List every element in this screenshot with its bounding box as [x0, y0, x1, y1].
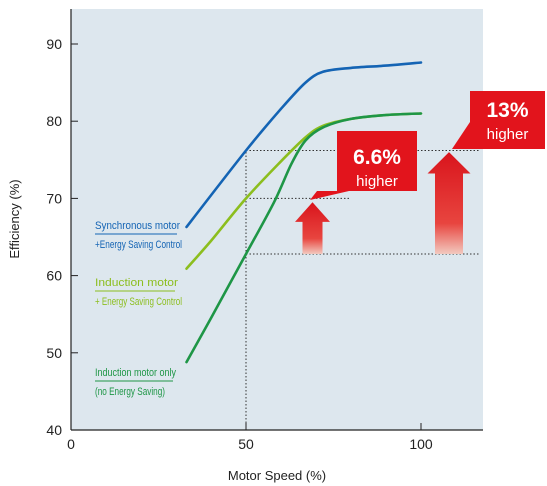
callout-caption: higher [487, 126, 529, 143]
series-label-line-2: (no Energy Saving) [95, 386, 165, 398]
x-tick-label: 0 [67, 436, 75, 452]
plot-background [71, 9, 483, 430]
series-layer [185, 61, 423, 364]
axes: 40 50 60 70 80 90 0 50 100 [46, 9, 483, 452]
y-tick-label: 60 [46, 268, 62, 284]
x-tick-label: 100 [409, 436, 433, 452]
induction-motor-only-series [185, 112, 423, 364]
increase-arrow-icon [295, 202, 330, 254]
callouts: 6.6% higher 13% higher [295, 91, 545, 254]
y-tick-label: 50 [46, 345, 62, 361]
y-tick-label: 80 [46, 113, 62, 129]
callout-value: 13% [486, 99, 528, 122]
callout-pointer [310, 191, 349, 200]
series-label-line-2: + Energy Saving Control [95, 296, 182, 308]
series-label-2: Induction motor only (no Energy Saving) [95, 367, 176, 398]
series-labels: Synchronous motor +Energy Saving Control I… [95, 220, 182, 398]
x-axis-title: Motor Speed (%) [228, 468, 326, 483]
callout-box [470, 91, 545, 149]
callout-pointer [452, 122, 470, 149]
y-axis-title: Efficiency (%) [7, 179, 22, 258]
series-label-line-1: Synchronous motor [95, 220, 180, 232]
callout-box [337, 131, 417, 191]
y-tick-label: 40 [46, 422, 62, 438]
series-label-line-1: Induction motor only [95, 367, 176, 379]
series-label-1: Induction motor + Energy Saving Control [95, 277, 182, 308]
callout-caption: higher [356, 173, 398, 190]
callout-value: 6.6% [353, 146, 401, 169]
series-label-line-1: Induction motor [95, 277, 178, 289]
x-tick-label: 50 [238, 436, 254, 452]
series-label-0: Synchronous motor +Energy Saving Control [95, 220, 182, 251]
callout-1: 13% higher [452, 91, 545, 149]
series-label-line-2: +Energy Saving Control [95, 239, 182, 251]
callout-0: 6.6% higher [310, 131, 417, 200]
increase-arrow-icon [427, 152, 471, 254]
synchronous-motor-series [185, 61, 423, 229]
y-tick-label: 70 [46, 190, 62, 206]
y-tick-label: 90 [46, 36, 62, 52]
